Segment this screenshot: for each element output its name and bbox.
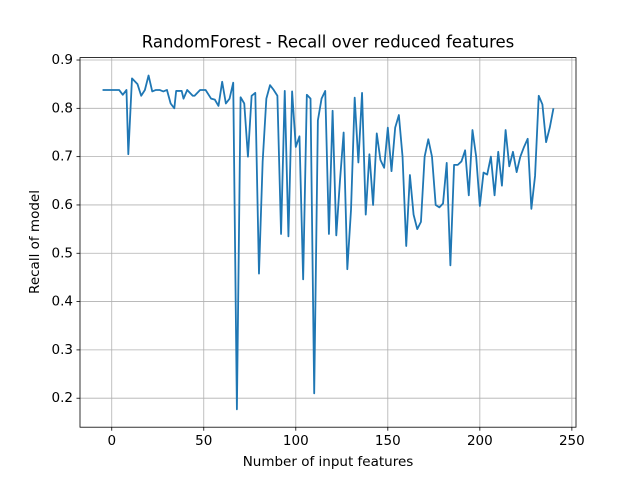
y-tick-label: 0.8	[52, 100, 73, 116]
chart-title: RandomForest - Recall over reduced featu…	[142, 33, 515, 52]
x-tick-label: 0	[107, 433, 116, 449]
x-axis-label: Number of input features	[243, 454, 414, 470]
x-tick-label: 100	[283, 433, 309, 449]
data-line	[102, 74, 555, 411]
plot-frame	[79, 57, 577, 428]
y-tick-label: 0.9	[52, 52, 73, 68]
y-tick-label: 0.7	[52, 149, 73, 165]
y-tick-label: 0.6	[52, 197, 73, 213]
y-tick-label: 0.2	[52, 390, 73, 406]
x-tick-label: 250	[559, 433, 585, 449]
x-tick-label: 200	[467, 433, 493, 449]
y-tick-label: 0.4	[52, 294, 73, 310]
y-tick-label: 0.3	[52, 342, 73, 358]
x-tick-label: 50	[195, 433, 212, 449]
y-tick-label: 0.5	[52, 245, 73, 261]
y-axis-label: Recall of model	[27, 190, 43, 294]
x-tick-label: 150	[375, 433, 401, 449]
